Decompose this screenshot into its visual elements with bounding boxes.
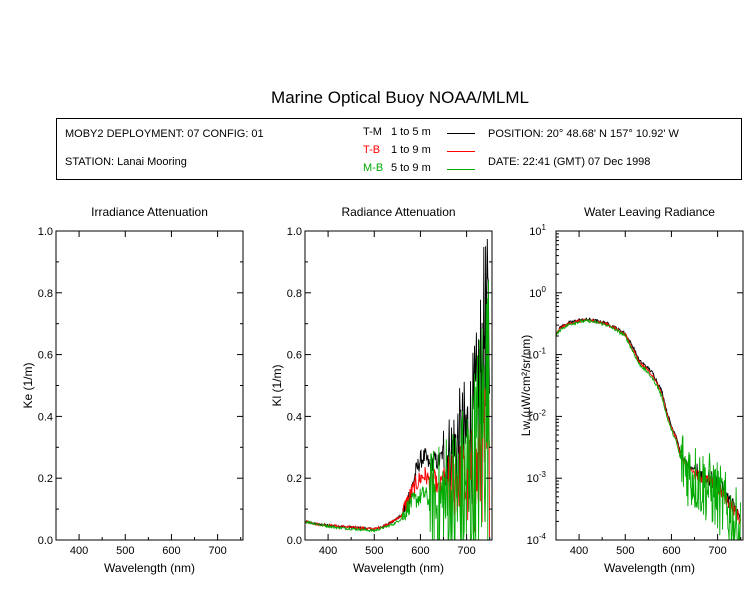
y-tick-label: 10-4 xyxy=(527,532,547,547)
series-group xyxy=(305,238,490,540)
y-tick-label: 10-3 xyxy=(527,470,547,485)
x-tick-label: 600 xyxy=(662,545,680,557)
y-tick-label: 101 xyxy=(529,223,546,238)
y-tick-label: 1.0 xyxy=(38,226,53,238)
legend-line-tb xyxy=(447,151,475,152)
legend-range-tm: 1 to 5 m xyxy=(391,126,431,138)
y-tick-label: 0.8 xyxy=(38,288,53,300)
x-tick-label: 400 xyxy=(70,545,88,557)
y-tick-label: 0.8 xyxy=(287,288,302,300)
y-tick-exponent: 1 xyxy=(542,223,547,232)
legend-range-tb: 1 to 9 m xyxy=(391,144,431,156)
legend-code-tm: T-M xyxy=(363,126,382,138)
y-tick-label: 0.2 xyxy=(287,473,302,485)
x-axis-label: Wavelength (nm) xyxy=(353,561,444,575)
y-tick-label: 0.0 xyxy=(38,535,53,547)
panel-title: Water Leaving Radiance xyxy=(584,205,715,219)
deployment-text: MOBY2 DEPLOYMENT: 07 CONFIG: 01 xyxy=(65,128,264,140)
y-tick-label: 0.4 xyxy=(287,411,302,423)
series-line-t-m xyxy=(556,317,741,522)
y-tick-label: 0.0 xyxy=(287,535,302,547)
series-group xyxy=(556,317,741,540)
plot-frame xyxy=(555,230,744,541)
page-title: Marine Optical Buoy NOAA/MLML xyxy=(271,88,529,107)
x-tick-label: 500 xyxy=(365,545,383,557)
y-tick-label: 1.0 xyxy=(287,226,302,238)
legend-code-tb: T-B xyxy=(363,144,381,156)
x-tick-label: 500 xyxy=(616,545,634,557)
legend-line-tm xyxy=(447,133,475,134)
panel-title: Irradiance Attenuation xyxy=(91,205,208,219)
x-tick-label: 400 xyxy=(570,545,588,557)
y-axis-label: Kl (1/m) xyxy=(270,364,284,406)
y-tick-label: 0.4 xyxy=(38,411,53,423)
x-axis-label: Wavelength (nm) xyxy=(104,561,195,575)
panel-title: Radiance Attenuation xyxy=(341,205,455,219)
x-tick-label: 700 xyxy=(457,545,475,557)
y-tick-label: 100 xyxy=(529,285,546,300)
series-line-m-b xyxy=(305,280,490,540)
station-text: STATION: Lanai Mooring xyxy=(65,156,187,168)
info-box: MOBY2 DEPLOYMENT: 07 CONFIG: 01 STATION:… xyxy=(56,118,742,180)
y-tick-label: 0.2 xyxy=(38,473,53,485)
plot-frame xyxy=(55,230,244,541)
position-text: POSITION: 20° 48.68' N 157° 10.92' W xyxy=(488,128,679,140)
x-tick-label: 700 xyxy=(208,545,226,557)
date-text: DATE: 22:41 (GMT) 07 Dec 1998 xyxy=(488,156,651,168)
series-line-m-b xyxy=(556,318,741,540)
x-tick-label: 600 xyxy=(411,545,429,557)
chart-panel-2: 400 500 600 700 0.0 0.2 0.4 0.6 0.8 1.0 Radiance A… xyxy=(270,205,493,575)
x-tick-label: 500 xyxy=(116,545,134,557)
x-tick-label: 700 xyxy=(708,545,726,557)
y-tick-exponent: -3 xyxy=(539,470,547,479)
y-tick-exponent: -1 xyxy=(539,347,547,356)
y-axis-label: Lw (µW/cm²/sr/nm) xyxy=(519,335,533,437)
x-axis-label: Wavelength (nm) xyxy=(604,561,695,575)
y-tick-label: 0.6 xyxy=(287,350,302,362)
legend-range-mb: 5 to 9 m xyxy=(391,162,431,174)
y-tick-label: 0.6 xyxy=(38,350,53,362)
legend-code-mb: M-B xyxy=(363,162,384,174)
y-tick-exponent: 0 xyxy=(542,285,547,294)
chart-panel-3: 400 500 600 70010-410-310-210-1100101Water … xyxy=(519,205,744,575)
y-tick-exponent: -2 xyxy=(539,408,547,417)
legend-line-mb xyxy=(447,169,475,170)
chart-panel-1: 400 500 600 700 0.0 0.2 0.4 0.6 0.8 1.0 Irradiance… xyxy=(21,205,244,575)
y-axis-label: Ke (1/m) xyxy=(21,362,35,408)
x-tick-label: 600 xyxy=(162,545,180,557)
series-line-t-b xyxy=(305,388,490,538)
x-tick-label: 400 xyxy=(319,545,337,557)
y-tick-exponent: -4 xyxy=(539,532,547,541)
